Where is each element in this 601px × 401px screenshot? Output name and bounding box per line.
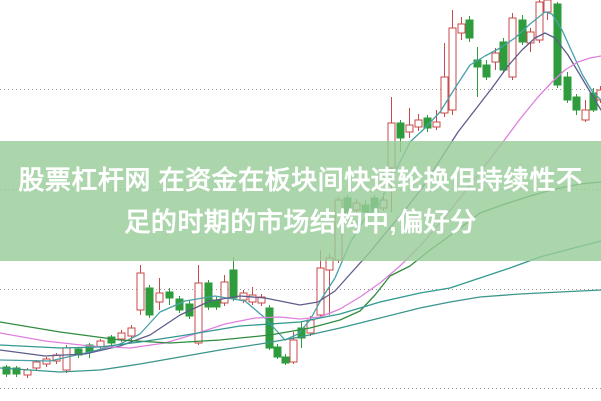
candle-up <box>316 250 325 317</box>
candle-up <box>508 13 517 80</box>
candle-body <box>12 367 21 375</box>
candle-up <box>155 278 164 310</box>
candle-down <box>482 60 491 80</box>
candle-body <box>491 52 500 63</box>
candle-body <box>2 366 11 375</box>
candle-body <box>117 332 126 340</box>
candle-body <box>499 41 508 71</box>
candle-body <box>220 281 229 304</box>
ma-teal-med <box>0 240 601 349</box>
candle-down <box>473 47 482 97</box>
candle-down <box>273 344 282 359</box>
overlay-text-line1: 股票杠杆网 在资金在板块间快速轮换但持续性不 <box>18 164 583 195</box>
candle-body <box>257 296 266 304</box>
candle-body <box>265 307 274 349</box>
candle-down <box>465 16 474 42</box>
candle-up <box>543 0 552 20</box>
candle-body <box>32 361 41 369</box>
overlay-text-line2: 足的时期的市场结构中,偏好分 <box>124 206 477 237</box>
candle-body <box>229 269 238 299</box>
candle-body <box>165 291 174 299</box>
candle-up <box>42 357 51 367</box>
candle-down <box>297 322 306 348</box>
candle-up <box>32 360 41 371</box>
candle-body <box>535 1 544 41</box>
candle-down <box>145 285 154 318</box>
candle-body <box>405 124 414 133</box>
candle-body <box>508 17 517 78</box>
candle-up <box>457 17 466 40</box>
candle-body <box>212 299 221 308</box>
candle-body <box>281 356 290 364</box>
candle-body <box>448 27 457 111</box>
candle-body <box>62 347 71 371</box>
ma-magenta <box>0 55 601 349</box>
candle-up <box>127 325 136 343</box>
candle-down <box>165 288 174 305</box>
candle-down <box>74 347 83 358</box>
candle-up <box>405 108 414 138</box>
candle-body <box>543 0 552 13</box>
candle-up <box>257 294 266 306</box>
candle-up <box>136 265 145 315</box>
candle-body <box>572 96 581 111</box>
candle-up <box>62 345 71 373</box>
candle-body <box>127 327 136 337</box>
candle-body <box>204 282 213 308</box>
candle-body <box>457 23 466 34</box>
candle-body <box>289 339 298 363</box>
candle-down <box>281 354 290 365</box>
candle-body <box>440 76 449 114</box>
candle-body <box>316 267 325 316</box>
candle-body <box>563 76 572 101</box>
candle-body <box>248 294 257 303</box>
candle-body <box>23 369 32 376</box>
candle-down <box>499 38 508 73</box>
candle-up <box>194 265 203 345</box>
candle-down <box>518 15 527 45</box>
candle-down <box>553 2 562 88</box>
candle-body <box>482 64 491 78</box>
candle-body <box>396 122 405 139</box>
candle-down <box>12 366 21 377</box>
candle-down <box>572 94 581 115</box>
candle-body <box>414 119 423 128</box>
candle-up <box>414 114 423 131</box>
candle-body <box>465 19 474 39</box>
candle-down <box>563 72 572 103</box>
candle-up <box>289 332 298 364</box>
overlay-band: 股票杠杆网 在资金在板块间快速轮换但持续性不 足的时期的市场结构中,偏好分 <box>0 141 601 261</box>
candle-down <box>107 335 116 346</box>
candle-body <box>136 272 145 311</box>
candle-up <box>448 10 457 115</box>
candle-down <box>2 365 11 377</box>
candle-up <box>248 287 257 305</box>
ma-teal-slow <box>0 289 601 373</box>
candle-body <box>423 117 432 129</box>
candle-body <box>581 109 590 121</box>
candle-body <box>553 3 562 86</box>
candle-body <box>432 121 441 128</box>
candle-body <box>145 287 154 316</box>
candle-down <box>423 115 432 132</box>
candle-up <box>220 275 229 306</box>
candle-down <box>204 280 213 310</box>
candle-up <box>596 86 601 103</box>
candle-up <box>491 48 500 70</box>
candle-body <box>194 282 203 344</box>
candle-up <box>432 110 441 130</box>
candle-body <box>107 336 116 344</box>
candle-body <box>155 292 164 303</box>
candle-up <box>581 100 590 122</box>
candle-body <box>273 346 282 358</box>
candle-body <box>297 327 306 339</box>
candle-up <box>325 254 334 315</box>
candle-down <box>229 257 238 301</box>
